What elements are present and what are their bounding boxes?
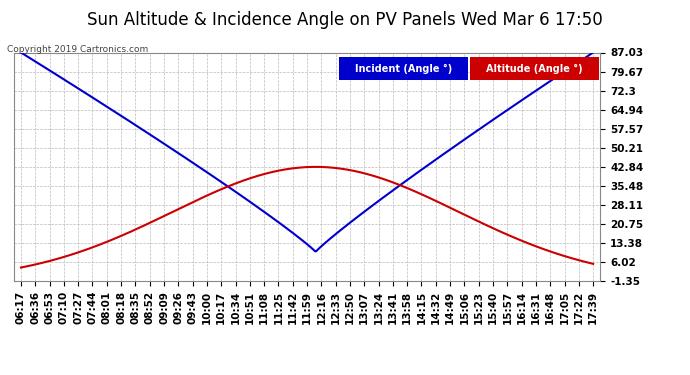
Text: Altitude (Angle °): Altitude (Angle °) <box>486 63 582 74</box>
FancyBboxPatch shape <box>469 57 598 80</box>
Text: Copyright 2019 Cartronics.com: Copyright 2019 Cartronics.com <box>7 45 148 54</box>
FancyBboxPatch shape <box>339 57 469 80</box>
Text: Sun Altitude & Incidence Angle on PV Panels Wed Mar 6 17:50: Sun Altitude & Incidence Angle on PV Pan… <box>87 11 603 29</box>
Text: Incident (Angle °): Incident (Angle °) <box>355 63 453 74</box>
